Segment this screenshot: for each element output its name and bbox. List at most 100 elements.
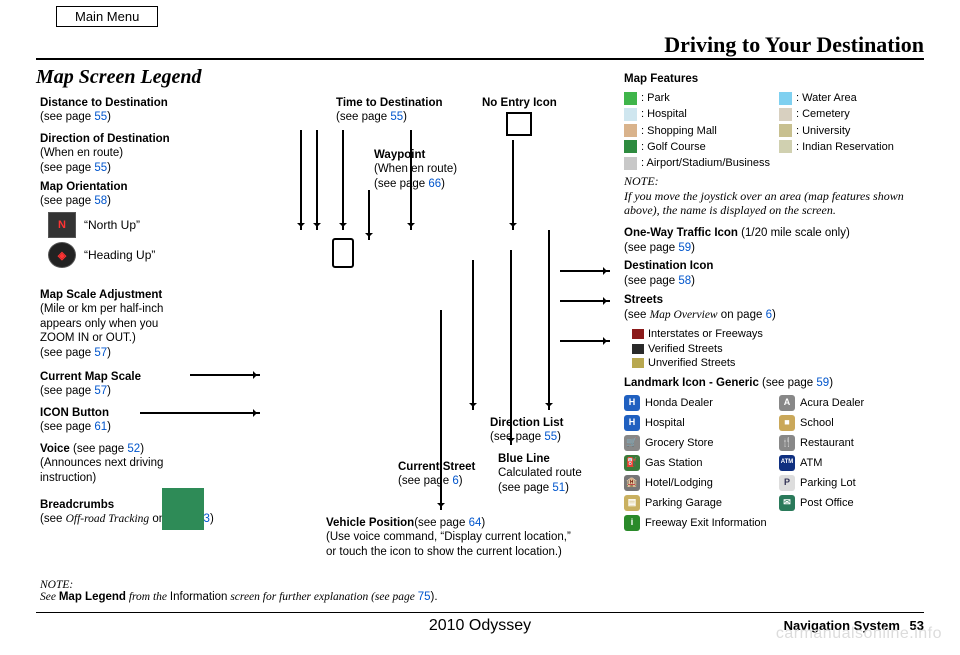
bottom-note-page-link[interactable]: 75 <box>418 591 431 603</box>
feature-label: : Airport/Stadium/Business <box>641 156 770 170</box>
feature-label: : Hospital <box>641 107 687 121</box>
time-page-link[interactable]: 55 <box>390 111 403 123</box>
landmark-icon: ✉ <box>779 495 795 511</box>
landmark-label: Parking Lot <box>800 476 856 490</box>
time-sub: (see page <box>336 111 390 123</box>
orientation-icons: N “North Up” ◈ “Heading Up” <box>48 212 188 278</box>
callout-orientation: Map Orientation (see page 58) <box>40 180 290 209</box>
landmark-icon: P <box>779 475 795 491</box>
feature-swatch <box>624 92 637 105</box>
cur-scale-title: Current Map Scale <box>40 371 141 383</box>
blueline-sub2: (see page <box>498 482 552 494</box>
north-up-label: “North Up” <box>84 218 140 232</box>
streets-page-link[interactable]: 6 <box>766 309 772 321</box>
vehpos-sub2: (Use voice command, “Display current loc… <box>326 531 571 543</box>
landmark-item: 🛒 Grocery Store <box>624 435 779 451</box>
landmark-icon: 🛒 <box>624 435 640 451</box>
oneway-title: One-Way Traffic Icon <box>624 227 741 239</box>
landmark-item: 🍴Restaurant <box>779 435 934 451</box>
bottom-note-post: screen for further explanation (see page <box>227 591 417 603</box>
landmark-icon: ⛽ <box>624 455 640 471</box>
main-menu-button[interactable]: Main Menu <box>56 6 158 27</box>
curstreet-page-link[interactable]: 6 <box>452 475 458 487</box>
callout-noentry: No Entry Icon <box>482 96 557 110</box>
dest-sub: (see page <box>624 275 678 287</box>
dest-page-link[interactable]: 58 <box>678 275 691 287</box>
blueline-page-link[interactable]: 51 <box>552 482 565 494</box>
icon-btn-sub: (see page <box>40 421 94 433</box>
street-swatch <box>632 358 644 368</box>
cur-scale-page-link[interactable]: 57 <box>94 385 107 397</box>
map-feature-item: : Golf Course <box>624 140 779 154</box>
voice-title: Voice <box>40 443 73 455</box>
cur-scale-sub: (see page <box>40 385 94 397</box>
vehpos-page-link[interactable]: 64 <box>469 517 482 529</box>
callout-dirlist: Direction List (see page 55) <box>490 416 563 445</box>
landmark-label: Post Office <box>800 496 854 510</box>
bottom-note-nrm: Information <box>170 591 228 603</box>
callout-time: Time to Destination (see page 55) <box>336 96 443 125</box>
oneway-paren: (1/20 mile scale only) <box>741 227 850 239</box>
breadcrumb-swatch <box>162 488 204 530</box>
arrow-line <box>342 130 344 230</box>
arrow-line <box>472 260 474 410</box>
landmark-icon: ATM <box>779 455 795 471</box>
landmark-icon: A <box>779 395 795 411</box>
landmark-label: Hospital <box>645 416 685 430</box>
landmark-label: Restaurant <box>800 436 854 450</box>
callout-direction: Direction of Destination (When en route)… <box>40 132 290 175</box>
landmark-icon: i <box>624 515 640 531</box>
callout-landmark: Landmark Icon - Generic (see page 59) <box>624 376 934 391</box>
landmark-item: A Acura Dealer <box>779 395 934 411</box>
oneway-page-link[interactable]: 59 <box>678 242 691 254</box>
bread-title: Breadcrumbs <box>40 499 114 511</box>
scale-adj-sub1: (Mile or km per half-inch <box>40 303 163 315</box>
landmark-item: HHonda Dealer <box>624 395 779 411</box>
landmark-label: Grocery Store <box>645 436 713 450</box>
arrow-line <box>548 230 550 410</box>
landmark-item: ATMATM <box>779 455 934 471</box>
bottom-note-end: ). <box>431 591 438 603</box>
icon-btn-page-link[interactable]: 61 <box>94 421 107 433</box>
landmark-page-link[interactable]: 59 <box>816 377 829 389</box>
callout-vehpos: Vehicle Position(see page 64) (Use voice… <box>326 516 616 559</box>
waypoint-page-link[interactable]: 66 <box>428 178 441 190</box>
landmark-icon: ▤ <box>624 495 640 511</box>
bottom-note-mid: from the <box>126 591 170 603</box>
voice-page-link[interactable]: 52 <box>127 443 140 455</box>
landmark-item: ✉ Post Office <box>779 495 934 511</box>
landmark-item: ■School <box>779 415 934 431</box>
distance-page-link[interactable]: 55 <box>94 111 107 123</box>
bottom-note-pre: See <box>40 591 59 603</box>
noentry-title: No Entry Icon <box>482 97 557 109</box>
scale-adj-sub2: appears only when you <box>40 318 158 330</box>
arrow-line <box>560 270 610 272</box>
callout-curstreet: Current Street (see page 6) <box>398 460 475 489</box>
orient-title: Map Orientation <box>40 181 128 193</box>
streets-sub1: (see <box>624 309 650 321</box>
scale-adj-page-link[interactable]: 57 <box>94 347 107 359</box>
callout-streets: Streets (see Map Overview on page 6) <box>624 293 934 323</box>
arrow-line <box>560 300 610 302</box>
landmark-grid: HHonda DealerAAcura DealerHHospital■Scho… <box>624 395 934 531</box>
direction-page-link[interactable]: 55 <box>94 162 107 174</box>
street-label: Unverified Streets <box>648 356 735 370</box>
arrow-line <box>510 250 512 445</box>
time-title: Time to Destination <box>336 97 443 109</box>
callout-dest: Destination Icon (see page 58) <box>624 259 934 289</box>
street-type-item: Unverified Streets <box>632 356 934 370</box>
voice-sub3: instruction) <box>40 472 96 484</box>
map-feature-item: : Indian Reservation <box>779 140 934 154</box>
landmark-label: Parking Garage <box>645 496 722 510</box>
blueline-sub1: Calculated route <box>498 467 582 479</box>
street-label: Verified Streets <box>648 342 723 356</box>
dirlist-page-link[interactable]: 55 <box>544 431 557 443</box>
vehpos-title: Vehicle Position <box>326 517 414 529</box>
feature-swatch <box>779 92 792 105</box>
footer-rule <box>36 612 924 613</box>
landmark-label: Acura Dealer <box>800 396 864 410</box>
landmark-item: ▤ Parking Garage <box>624 495 779 511</box>
orient-page-link[interactable]: 58 <box>94 195 107 207</box>
scale-adj-sub3: ZOOM IN or OUT.) <box>40 332 136 344</box>
section-title: Map Screen Legend <box>36 66 202 89</box>
